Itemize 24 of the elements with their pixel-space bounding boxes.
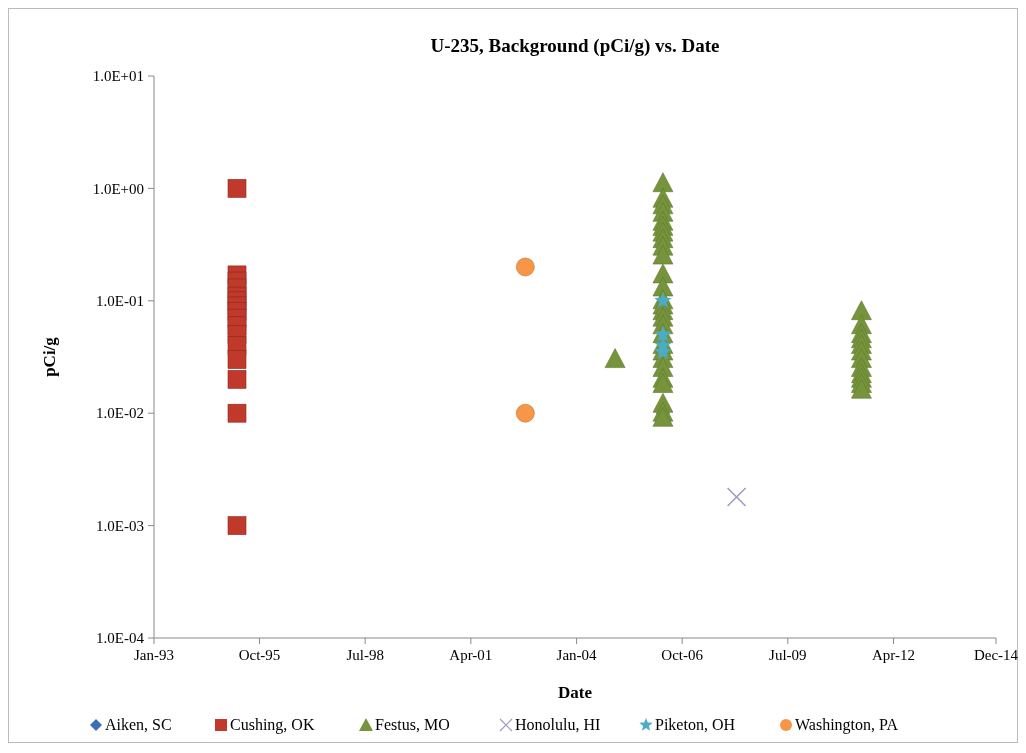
y-tick-label: 1.0E-03 bbox=[96, 517, 144, 534]
y-tick-label: 1.0E+01 bbox=[92, 68, 144, 85]
y-tick-label: 1.0E+00 bbox=[92, 180, 144, 197]
legend-label: Piketon, OH bbox=[655, 716, 736, 733]
x-tick-label: Jul-98 bbox=[346, 647, 384, 663]
x-tick-label: Oct-06 bbox=[661, 647, 704, 663]
x-tick-label: Jan-93 bbox=[134, 647, 174, 663]
chart-title: U-235, Background (pCi/g) vs. Date bbox=[430, 35, 720, 57]
legend-label: Cushing, OK bbox=[230, 716, 315, 734]
x-tick-label: Jan-04 bbox=[556, 647, 598, 663]
y-tick-label: 1.0E-04 bbox=[96, 630, 145, 647]
x-tick-label: Oct-95 bbox=[238, 647, 281, 663]
x-tick-label: Dec-14 bbox=[973, 647, 1019, 663]
legend-label: Honolulu, HI bbox=[515, 716, 601, 733]
legend-label: Aiken, SC bbox=[105, 716, 172, 733]
x-tick-label: Apr-01 bbox=[449, 647, 493, 663]
legend-label: Washington, PA bbox=[795, 716, 899, 734]
legend-label: Festus, MO bbox=[375, 716, 450, 733]
x-tick-label: Apr-12 bbox=[872, 647, 916, 663]
x-tick-label: Jul-09 bbox=[769, 647, 807, 663]
y-tick-label: 1.0E-01 bbox=[96, 293, 144, 310]
x-axis-title: Date bbox=[558, 683, 593, 702]
y-tick-label: 1.0E-02 bbox=[96, 405, 144, 422]
y-axis-title: pCi/g bbox=[40, 336, 59, 377]
